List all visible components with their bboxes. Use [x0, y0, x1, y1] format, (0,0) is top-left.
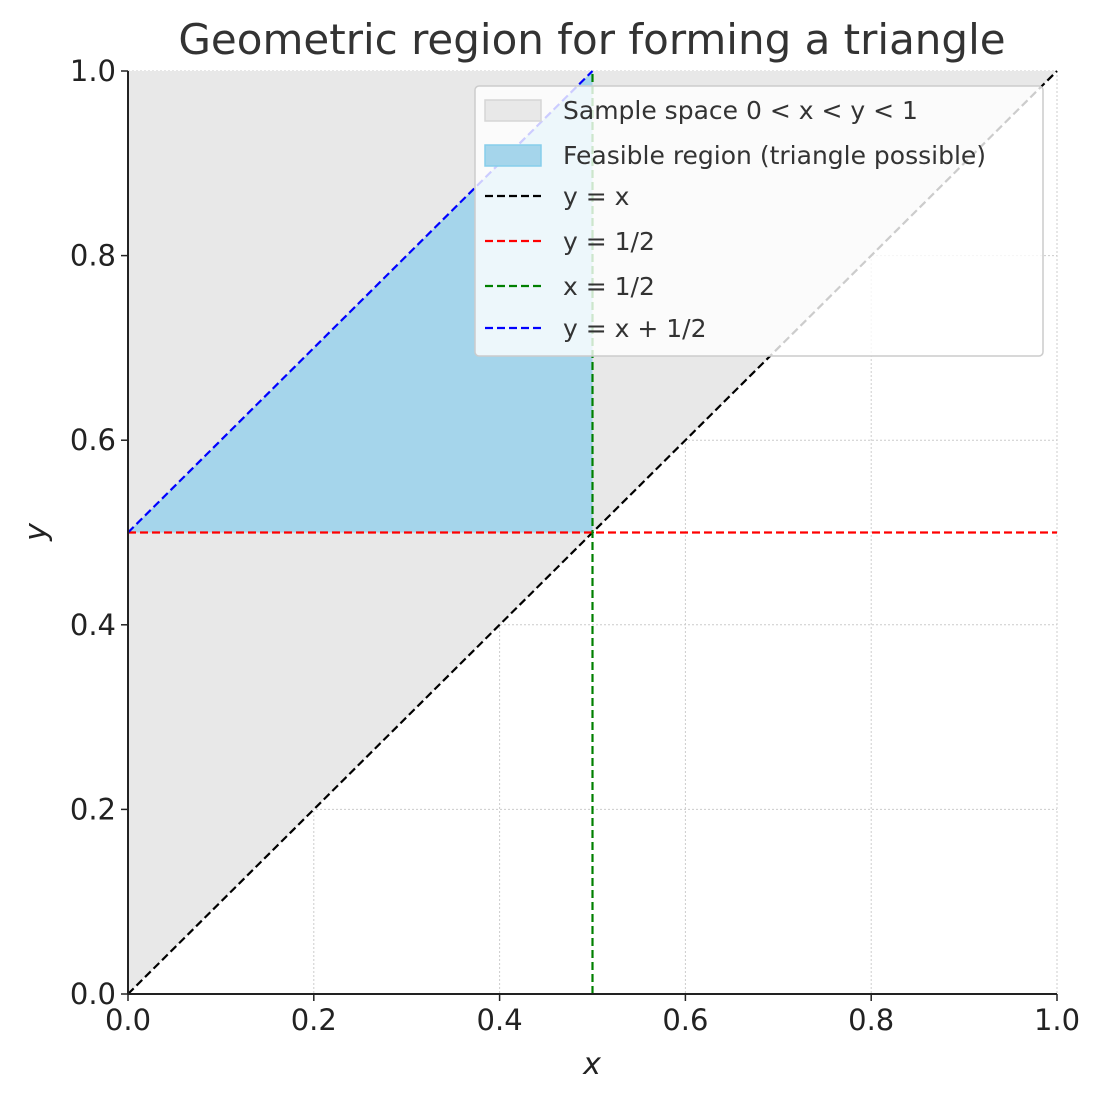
legend-entry-feasible-region: Feasible region (triangle possible): [484, 141, 986, 170]
legend-label: y = x: [563, 182, 629, 211]
tick-labels: 0.0 0.2 0.4 0.6 0.8 1.0 0.0 0.2 0.4 0.6 0.8 1.0: [70, 54, 1080, 1037]
y-tick-label: 1.0: [70, 54, 116, 88]
legend-box: [474, 85, 1044, 357]
y-tick-label: 0.8: [70, 239, 116, 273]
legend-swatch: [484, 99, 542, 122]
x-tick-label: 0.2: [291, 1003, 337, 1037]
y-tick-label: 0.4: [70, 608, 116, 642]
legend-label: y = x + 1/2: [563, 314, 707, 343]
y-axis-label: y: [19, 522, 54, 542]
x-tick-label: 0.6: [662, 1003, 708, 1037]
legend-entry-y-equals-x: y = x: [485, 182, 629, 211]
legend-entry-y-equals-half: y = 1/2: [485, 227, 655, 256]
legend-label: x = 1/2: [563, 272, 655, 301]
y-tick-label: 0.6: [70, 423, 116, 457]
x-tick-label: 0.8: [848, 1003, 894, 1037]
x-tick-label: 0.4: [477, 1003, 523, 1037]
legend-label: Feasible region (triangle possible): [563, 141, 986, 170]
legend-swatch: [484, 144, 542, 167]
x-tick-label: 1.0: [1034, 1003, 1080, 1037]
y-tick-label: 0.2: [70, 792, 116, 826]
x-axis-label: x: [582, 1047, 601, 1082]
axes: [121, 70, 1058, 1001]
legend: Sample space 0 < x < y < 1 Feasible regio…: [474, 85, 1044, 357]
legend-label: y = 1/2: [563, 227, 655, 256]
legend-label: Sample space 0 < x < y < 1: [563, 96, 918, 125]
y-tick-label: 0.0: [70, 977, 116, 1011]
chart-title: Geometric region for forming a triangle: [178, 15, 1005, 64]
legend-entry-sample-space: Sample space 0 < x < y < 1: [484, 96, 918, 125]
x-tick-label: 0.0: [105, 1003, 151, 1037]
legend-entry-y-equals-x-plus-half: y = x + 1/2: [485, 314, 707, 343]
legend-entry-x-equals-half: x = 1/2: [485, 272, 655, 301]
